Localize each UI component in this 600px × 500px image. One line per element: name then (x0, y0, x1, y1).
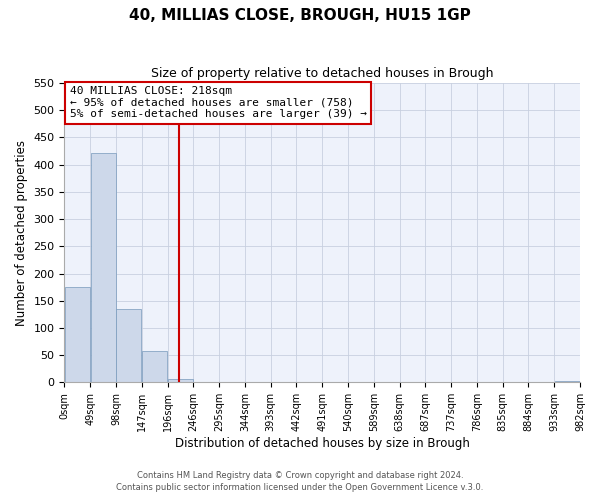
Text: Contains HM Land Registry data © Crown copyright and database right 2024.
Contai: Contains HM Land Registry data © Crown c… (116, 471, 484, 492)
Bar (168, 378, 193, 382)
Bar (65, 287, 90, 382)
Bar (142, 352, 167, 382)
X-axis label: Distribution of detached houses by size in Brough: Distribution of detached houses by size … (175, 437, 470, 450)
Bar (91, 152, 116, 382)
Text: 40, MILLIAS CLOSE, BROUGH, HU15 1GP: 40, MILLIAS CLOSE, BROUGH, HU15 1GP (129, 8, 471, 22)
Bar (116, 309, 142, 382)
Text: 40 MILLIAS CLOSE: 218sqm
← 95% of detached houses are smaller (758)
5% of semi-d: 40 MILLIAS CLOSE: 218sqm ← 95% of detach… (70, 86, 367, 119)
Y-axis label: Number of detached properties: Number of detached properties (15, 140, 28, 326)
Title: Size of property relative to detached houses in Brough: Size of property relative to detached ho… (151, 68, 493, 80)
